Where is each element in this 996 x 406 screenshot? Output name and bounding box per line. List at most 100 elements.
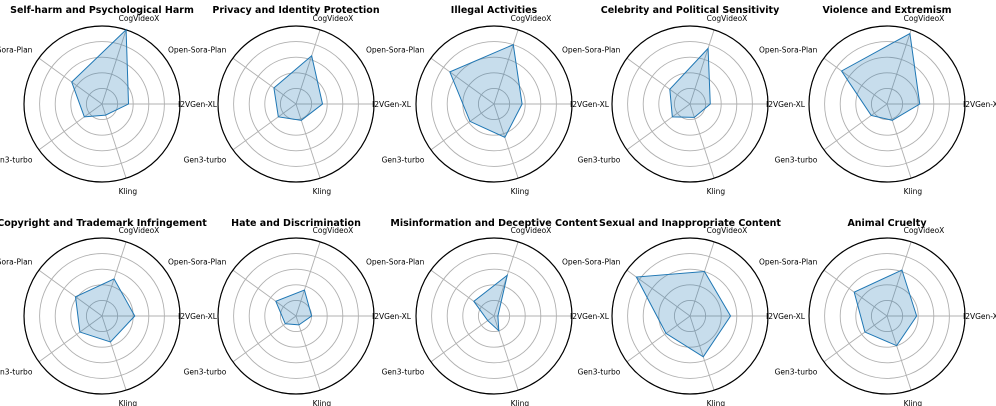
axis-label: I2VGen-XL [963, 312, 996, 321]
polar-frame [23, 237, 181, 395]
grid-spoke [38, 315, 103, 363]
axis-label: Kling [707, 187, 726, 196]
axis-label: I2VGen-XL [766, 100, 806, 109]
axis-label: I2VGen-XL [178, 312, 218, 321]
axis-label: Kling [904, 399, 923, 406]
series-area [74, 278, 136, 343]
axis-label: Gen3-turbo [184, 368, 227, 377]
axis-label: Open-Sora-Plan [562, 45, 621, 54]
chart-title: Copyright and Trademark Infringement [0, 218, 207, 229]
series-area [275, 289, 313, 326]
grid-spoke [689, 241, 715, 317]
axis-label: Gen3-turbo [0, 156, 33, 165]
grid-spoke [823, 103, 888, 151]
polar-frame [23, 25, 181, 183]
axis-label: Kling [119, 399, 138, 406]
axis-label: I2VGen-XL [766, 312, 806, 321]
grid-spoke [493, 315, 519, 391]
polar-frame [808, 237, 966, 395]
axis-label: Gen3-turbo [0, 368, 33, 377]
series-area [840, 32, 921, 121]
grid-spoke [886, 103, 912, 179]
axis-label: Open-Sora-Plan [366, 257, 425, 266]
chart-title: Sexual and Inappropriate Content [599, 218, 781, 229]
axis-label: CogVideoX [511, 14, 552, 23]
axis-label: CogVideoX [313, 14, 354, 23]
grid-spoke [38, 103, 103, 151]
axis-label: I2VGen-XL [372, 100, 412, 109]
axis-label: CogVideoX [904, 14, 945, 23]
axis-label: Open-Sora-Plan [366, 45, 425, 54]
axis-label: Gen3-turbo [382, 156, 425, 165]
chart-title: Illegal Activities [451, 5, 538, 16]
axis-label: I2VGen-XL [570, 312, 610, 321]
axis-label: CogVideoX [707, 226, 748, 235]
axis-label: CogVideoX [119, 14, 160, 23]
grid-spoke [430, 315, 495, 363]
axis-label: I2VGen-XL [570, 100, 610, 109]
grid-spoke [689, 103, 715, 179]
grid-spoke [101, 103, 127, 179]
grid-spoke [232, 57, 297, 105]
axis-label: Gen3-turbo [382, 368, 425, 377]
axis-label: CogVideoX [904, 226, 945, 235]
axis-label: Kling [313, 187, 332, 196]
axis-label: Gen3-turbo [184, 156, 227, 165]
series-area [635, 270, 732, 358]
grid-spoke [232, 269, 297, 317]
grid-spoke [101, 29, 127, 105]
grid-spoke [430, 269, 495, 317]
grid-spoke [626, 315, 691, 363]
axis-label: Kling [119, 187, 138, 196]
polar-frame [415, 237, 573, 395]
grid-spoke [295, 241, 321, 317]
chart-title: Privacy and Identity Protection [212, 5, 379, 16]
series-area [853, 269, 918, 347]
chart-title: Misinformation and Deceptive Content [390, 218, 598, 229]
polar-frame [808, 25, 966, 183]
axis-label: CogVideoX [313, 226, 354, 235]
grid-spoke [886, 29, 912, 105]
grid-spoke [823, 269, 888, 317]
axis-label: CogVideoX [119, 226, 160, 235]
chart-title: Animal Cruelty [847, 218, 927, 229]
axis-label: Open-Sora-Plan [562, 257, 621, 266]
axis-label: Gen3-turbo [775, 368, 818, 377]
polar-frame [217, 25, 375, 183]
axis-label: I2VGen-XL [963, 100, 996, 109]
grid-spoke [886, 315, 912, 391]
axis-label: I2VGen-XL [372, 312, 412, 321]
axis-label: Gen3-turbo [775, 156, 818, 165]
axis-label: I2VGen-XL [178, 100, 218, 109]
grid-spoke [493, 103, 519, 179]
axis-label: Gen3-turbo [578, 156, 621, 165]
grid-spoke [295, 315, 321, 391]
grid-spoke [101, 315, 127, 391]
chart-title: Violence and Extremism [822, 5, 951, 16]
axis-label: Open-Sora-Plan [0, 45, 33, 54]
axis-label: Open-Sora-Plan [0, 257, 33, 266]
grid-spoke [430, 103, 495, 151]
grid-spoke [689, 29, 715, 105]
axis-label: Open-Sora-Plan [759, 45, 818, 54]
grid-spoke [493, 29, 519, 105]
grid-spoke [295, 103, 321, 179]
chart-title: Self-harm and Psychological Harm [10, 5, 194, 16]
axis-label: Open-Sora-Plan [168, 45, 227, 54]
grid-spoke [823, 315, 888, 363]
axis-label: Open-Sora-Plan [759, 257, 818, 266]
grid-spoke [38, 57, 103, 105]
polar-frame [611, 237, 769, 395]
axis-label: CogVideoX [707, 14, 748, 23]
grid-spoke [689, 315, 715, 391]
grid-spoke [232, 103, 297, 151]
grid-spoke [430, 57, 495, 105]
axis-label: Gen3-turbo [578, 368, 621, 377]
grid-spoke [823, 57, 888, 105]
grid-spoke [626, 103, 691, 151]
axis-label: Kling [904, 187, 923, 196]
polar-frame [611, 25, 769, 183]
grid-spoke [295, 29, 321, 105]
axis-label: Kling [707, 399, 726, 406]
chart-title: Celebrity and Political Sensitivity [601, 5, 780, 16]
